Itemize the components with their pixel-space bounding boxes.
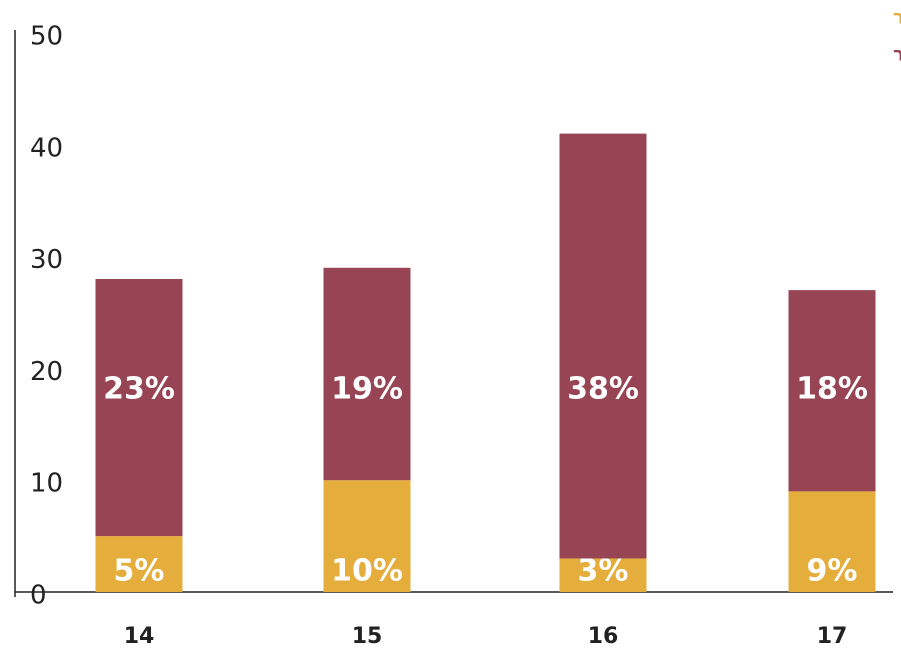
value-label: 5% <box>114 554 165 589</box>
y-tick-label: 0 <box>30 581 47 611</box>
value-label: 19% <box>331 372 403 407</box>
y-tick-label: 30 <box>30 245 63 275</box>
y-tick-label: 10 <box>30 469 63 499</box>
x-tick-label: 14 <box>124 624 155 649</box>
value-label: 18% <box>796 372 868 407</box>
bar-segment <box>788 491 876 592</box>
value-label: 38% <box>567 372 639 407</box>
y-tick-label: 50 <box>30 22 63 52</box>
bar-segment <box>559 133 647 559</box>
value-label: 3% <box>578 554 629 589</box>
bar-segment <box>323 267 411 481</box>
legend-entry: לא השתתף בעבר <box>893 44 901 66</box>
x-tick-label: 17 <box>817 624 848 649</box>
bar-segment <box>788 290 876 492</box>
x-tick-label: 15 <box>352 624 383 649</box>
bar-segment <box>95 536 183 592</box>
legend-entry: השתתף בעבר <box>893 7 901 29</box>
bar-segment <box>323 480 411 592</box>
y-tick-label: 20 <box>30 357 63 387</box>
value-label: 9% <box>807 554 858 589</box>
bar-segment <box>559 558 647 592</box>
x-tick-label: 16 <box>588 624 619 649</box>
y-tick-label: 40 <box>30 133 63 163</box>
bar-segment <box>95 278 183 537</box>
value-label: 23% <box>103 372 175 407</box>
value-label: 10% <box>331 554 403 589</box>
